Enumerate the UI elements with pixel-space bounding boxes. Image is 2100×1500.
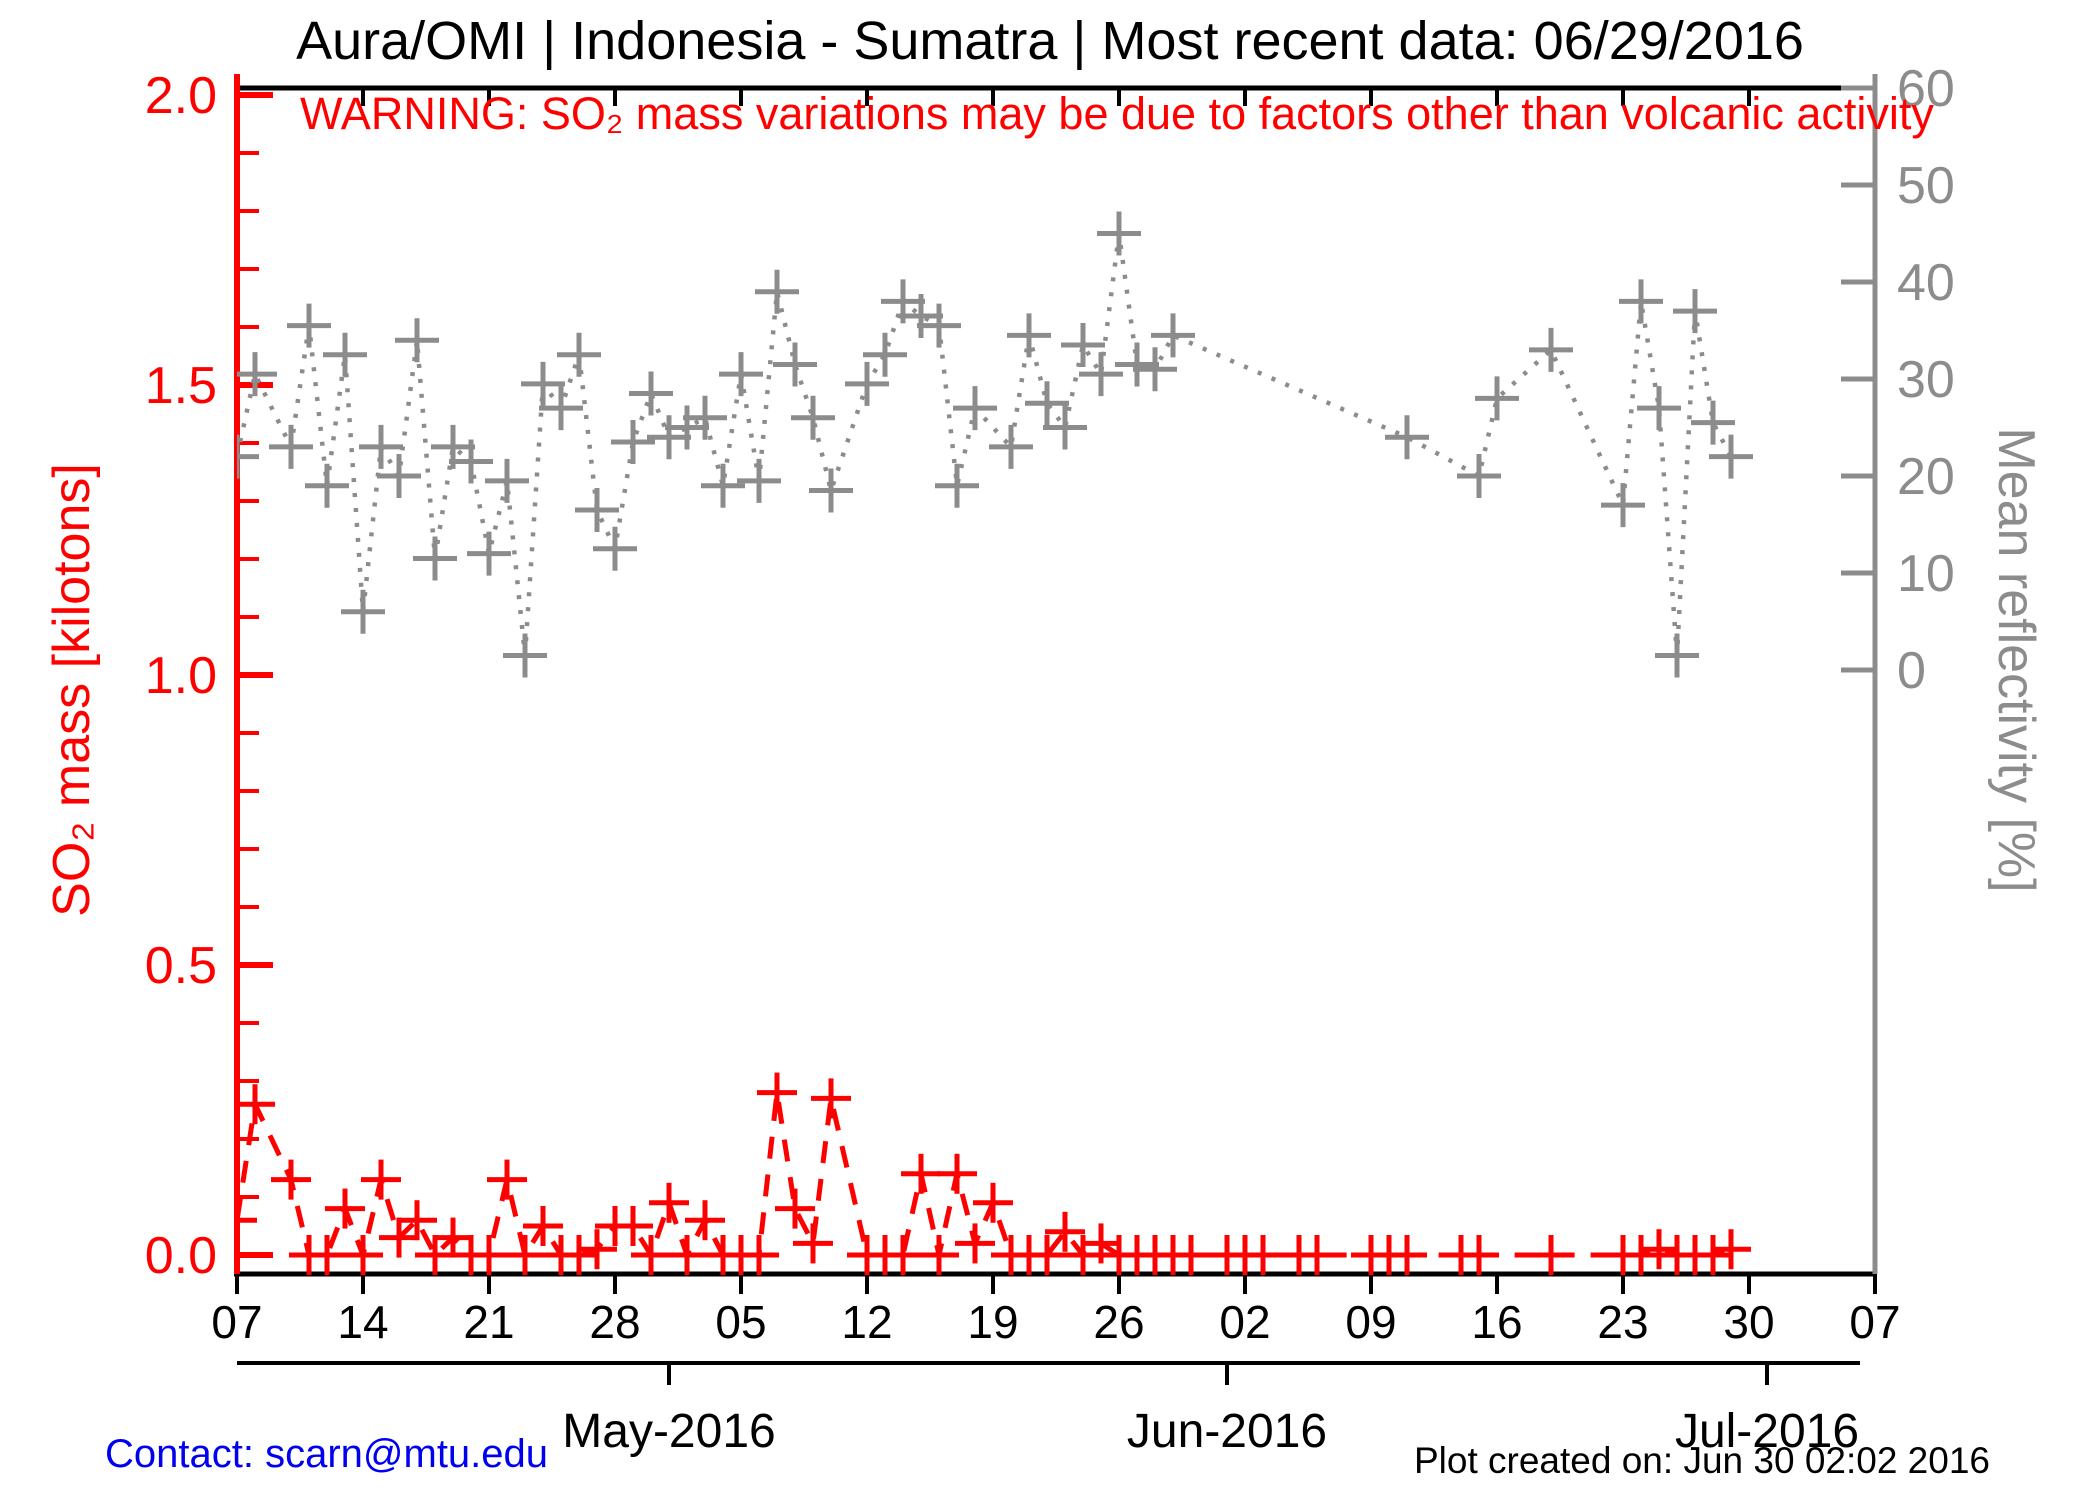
right-axis-title: Mean reflectivity [%] <box>1987 427 2045 893</box>
svg-text:05: 05 <box>715 1296 766 1348</box>
svg-text:Jun-2016: Jun-2016 <box>1127 1405 1327 1458</box>
svg-text:60: 60 <box>1897 60 1955 118</box>
svg-text:May-2016: May-2016 <box>562 1405 775 1458</box>
svg-text:07: 07 <box>1849 1296 1900 1348</box>
svg-text:30: 30 <box>1723 1296 1774 1348</box>
svg-text:20: 20 <box>1897 448 1955 506</box>
contact-link[interactable]: Contact: scarn@mtu.edu <box>105 1432 549 1476</box>
svg-text:40: 40 <box>1897 254 1955 312</box>
so2-series <box>237 1072 1751 1275</box>
svg-text:30: 30 <box>1897 351 1955 409</box>
svg-text:28: 28 <box>589 1296 640 1348</box>
svg-text:02: 02 <box>1219 1296 1270 1348</box>
svg-text:2.0: 2.0 <box>145 67 217 125</box>
svg-text:23: 23 <box>1597 1296 1648 1348</box>
svg-text:1.0: 1.0 <box>145 647 217 705</box>
svg-text:16: 16 <box>1471 1296 1522 1348</box>
svg-text:14: 14 <box>337 1296 388 1348</box>
svg-text:19: 19 <box>967 1296 1018 1348</box>
svg-text:0.5: 0.5 <box>145 937 217 995</box>
svg-text:10: 10 <box>1897 545 1955 603</box>
plot-created-caption: Plot created on: Jun 30 02:02 2016 <box>1414 1440 1990 1481</box>
left-axis-title: SO₂ mass [kilotons] <box>43 463 101 917</box>
svg-text:Jul-2016: Jul-2016 <box>1675 1405 1859 1458</box>
svg-text:50: 50 <box>1897 157 1955 215</box>
svg-text:26: 26 <box>1093 1296 1144 1348</box>
svg-text:12: 12 <box>841 1296 892 1348</box>
axis-tick-labels: 07 14 21 28 05 12 19 26 02 09 16 23 30 07 May-2016 Jun-… <box>145 60 1955 1458</box>
axes <box>234 74 1878 1385</box>
svg-text:1.5: 1.5 <box>145 357 217 415</box>
svg-text:07: 07 <box>211 1296 262 1348</box>
svg-text:0.0: 0.0 <box>145 1227 217 1285</box>
warning-text: WARNING: SO₂ mass variations may be due … <box>300 88 1934 139</box>
svg-text:21: 21 <box>463 1296 514 1348</box>
svg-text:0: 0 <box>1897 642 1926 700</box>
reflectivity-series <box>237 211 1753 678</box>
svg-text:09: 09 <box>1345 1296 1396 1348</box>
chart-title: Aura/OMI | Indonesia - Sumatra | Most re… <box>296 11 1804 71</box>
